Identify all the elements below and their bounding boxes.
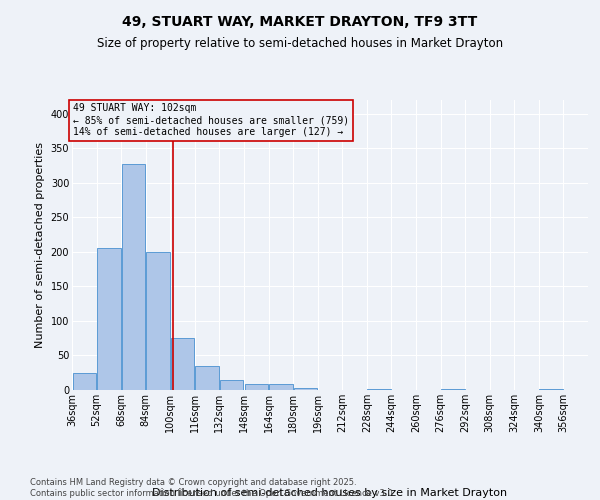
- Bar: [220, 380, 244, 390]
- Bar: [269, 384, 293, 390]
- Text: Contains HM Land Registry data © Crown copyright and database right 2025.
Contai: Contains HM Land Registry data © Crown c…: [30, 478, 395, 498]
- Bar: [171, 338, 194, 390]
- Bar: [539, 388, 563, 390]
- Bar: [122, 164, 145, 390]
- Bar: [146, 252, 170, 390]
- Bar: [245, 384, 268, 390]
- X-axis label: Distribution of semi-detached houses by size in Market Drayton: Distribution of semi-detached houses by …: [152, 488, 508, 498]
- Text: Size of property relative to semi-detached houses in Market Drayton: Size of property relative to semi-detach…: [97, 38, 503, 51]
- Bar: [97, 248, 121, 390]
- Text: 49, STUART WAY, MARKET DRAYTON, TF9 3TT: 49, STUART WAY, MARKET DRAYTON, TF9 3TT: [122, 15, 478, 29]
- Bar: [294, 388, 317, 390]
- Bar: [196, 366, 219, 390]
- Text: 49 STUART WAY: 102sqm
← 85% of semi-detached houses are smaller (759)
14% of sem: 49 STUART WAY: 102sqm ← 85% of semi-deta…: [73, 104, 349, 136]
- Y-axis label: Number of semi-detached properties: Number of semi-detached properties: [35, 142, 45, 348]
- Bar: [73, 372, 96, 390]
